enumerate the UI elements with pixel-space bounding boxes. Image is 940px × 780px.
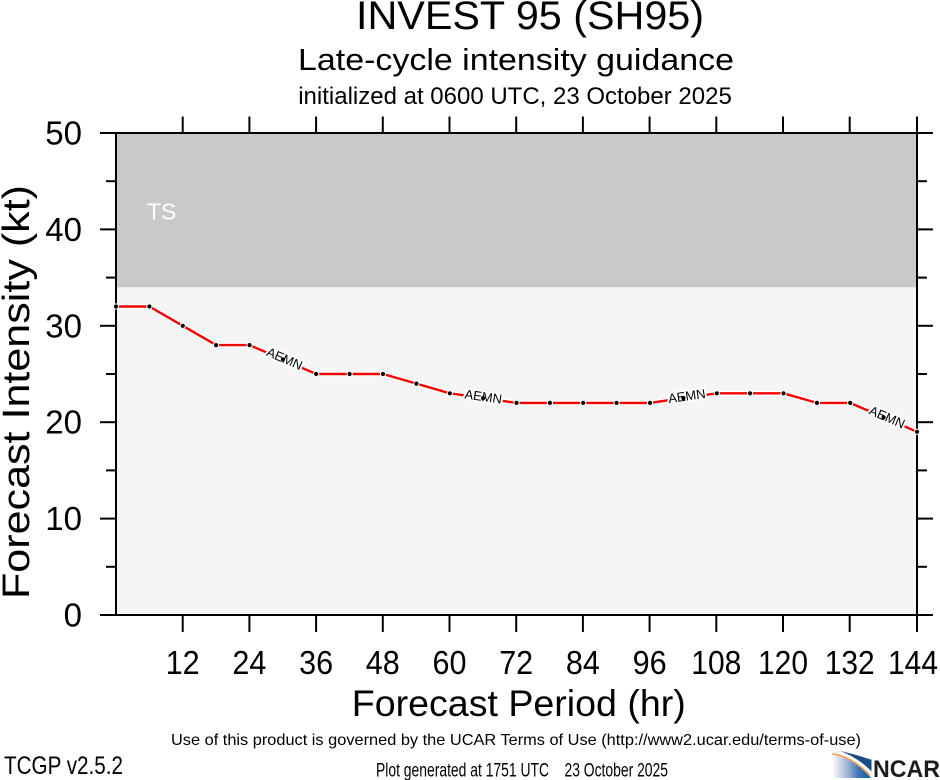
svg-text:10: 10 — [45, 500, 82, 537]
svg-text:60: 60 — [433, 644, 467, 681]
svg-text:Plot generated at 1751 UTC: Plot generated at 1751 UTC 23 October 20… — [376, 761, 668, 780]
svg-text:132: 132 — [825, 644, 875, 681]
svg-text:Late-cycle intensity guidance: Late-cycle intensity guidance — [298, 42, 734, 77]
svg-text:40: 40 — [45, 211, 82, 248]
svg-text:84: 84 — [566, 644, 600, 681]
svg-text:0: 0 — [64, 597, 82, 634]
svg-text:120: 120 — [758, 644, 808, 681]
svg-text:12: 12 — [166, 644, 200, 681]
svg-text:20: 20 — [45, 404, 82, 441]
svg-text:Use of this product is governe: Use of this product is governed by the U… — [171, 732, 861, 749]
svg-text:TS: TS — [147, 199, 176, 225]
svg-text:TCGP v2.5.2: TCGP v2.5.2 — [4, 752, 123, 780]
svg-text:50: 50 — [45, 115, 82, 152]
svg-text:initialized at 0600 UTC, 23 Oc: initialized at 0600 UTC, 23 October 2025 — [298, 83, 732, 110]
svg-text:108: 108 — [691, 644, 741, 681]
svg-text:30: 30 — [45, 307, 82, 344]
svg-text:NCAR: NCAR — [873, 756, 940, 780]
svg-text:96: 96 — [633, 644, 667, 681]
svg-text:INVEST 95 (SH95): INVEST 95 (SH95) — [356, 0, 704, 38]
svg-text:36: 36 — [299, 644, 333, 681]
svg-text:Forecast Intensity (kt): Forecast Intensity (kt) — [0, 185, 38, 599]
svg-text:144: 144 — [888, 644, 938, 681]
svg-text:24: 24 — [232, 644, 266, 681]
svg-text:Forecast Period (hr): Forecast Period (hr) — [352, 683, 686, 724]
svg-text:48: 48 — [366, 644, 400, 681]
svg-text:72: 72 — [499, 644, 533, 681]
